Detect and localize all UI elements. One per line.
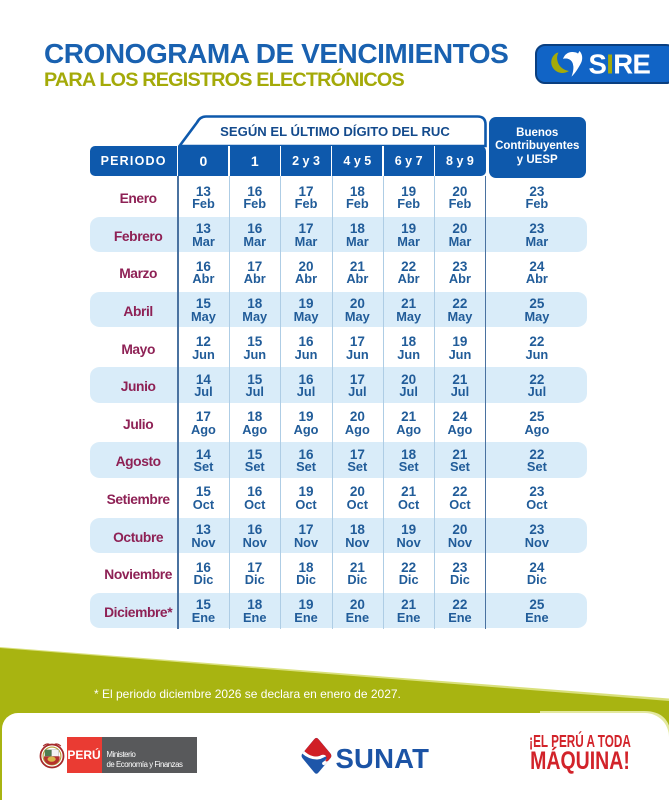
svg-text:SEGÚN EL ÚLTIMO DÍGITO DEL RUC: SEGÚN EL ÚLTIMO DÍGITO DEL RUC <box>220 124 450 139</box>
svg-text:SIRE: SIRE <box>589 49 651 80</box>
